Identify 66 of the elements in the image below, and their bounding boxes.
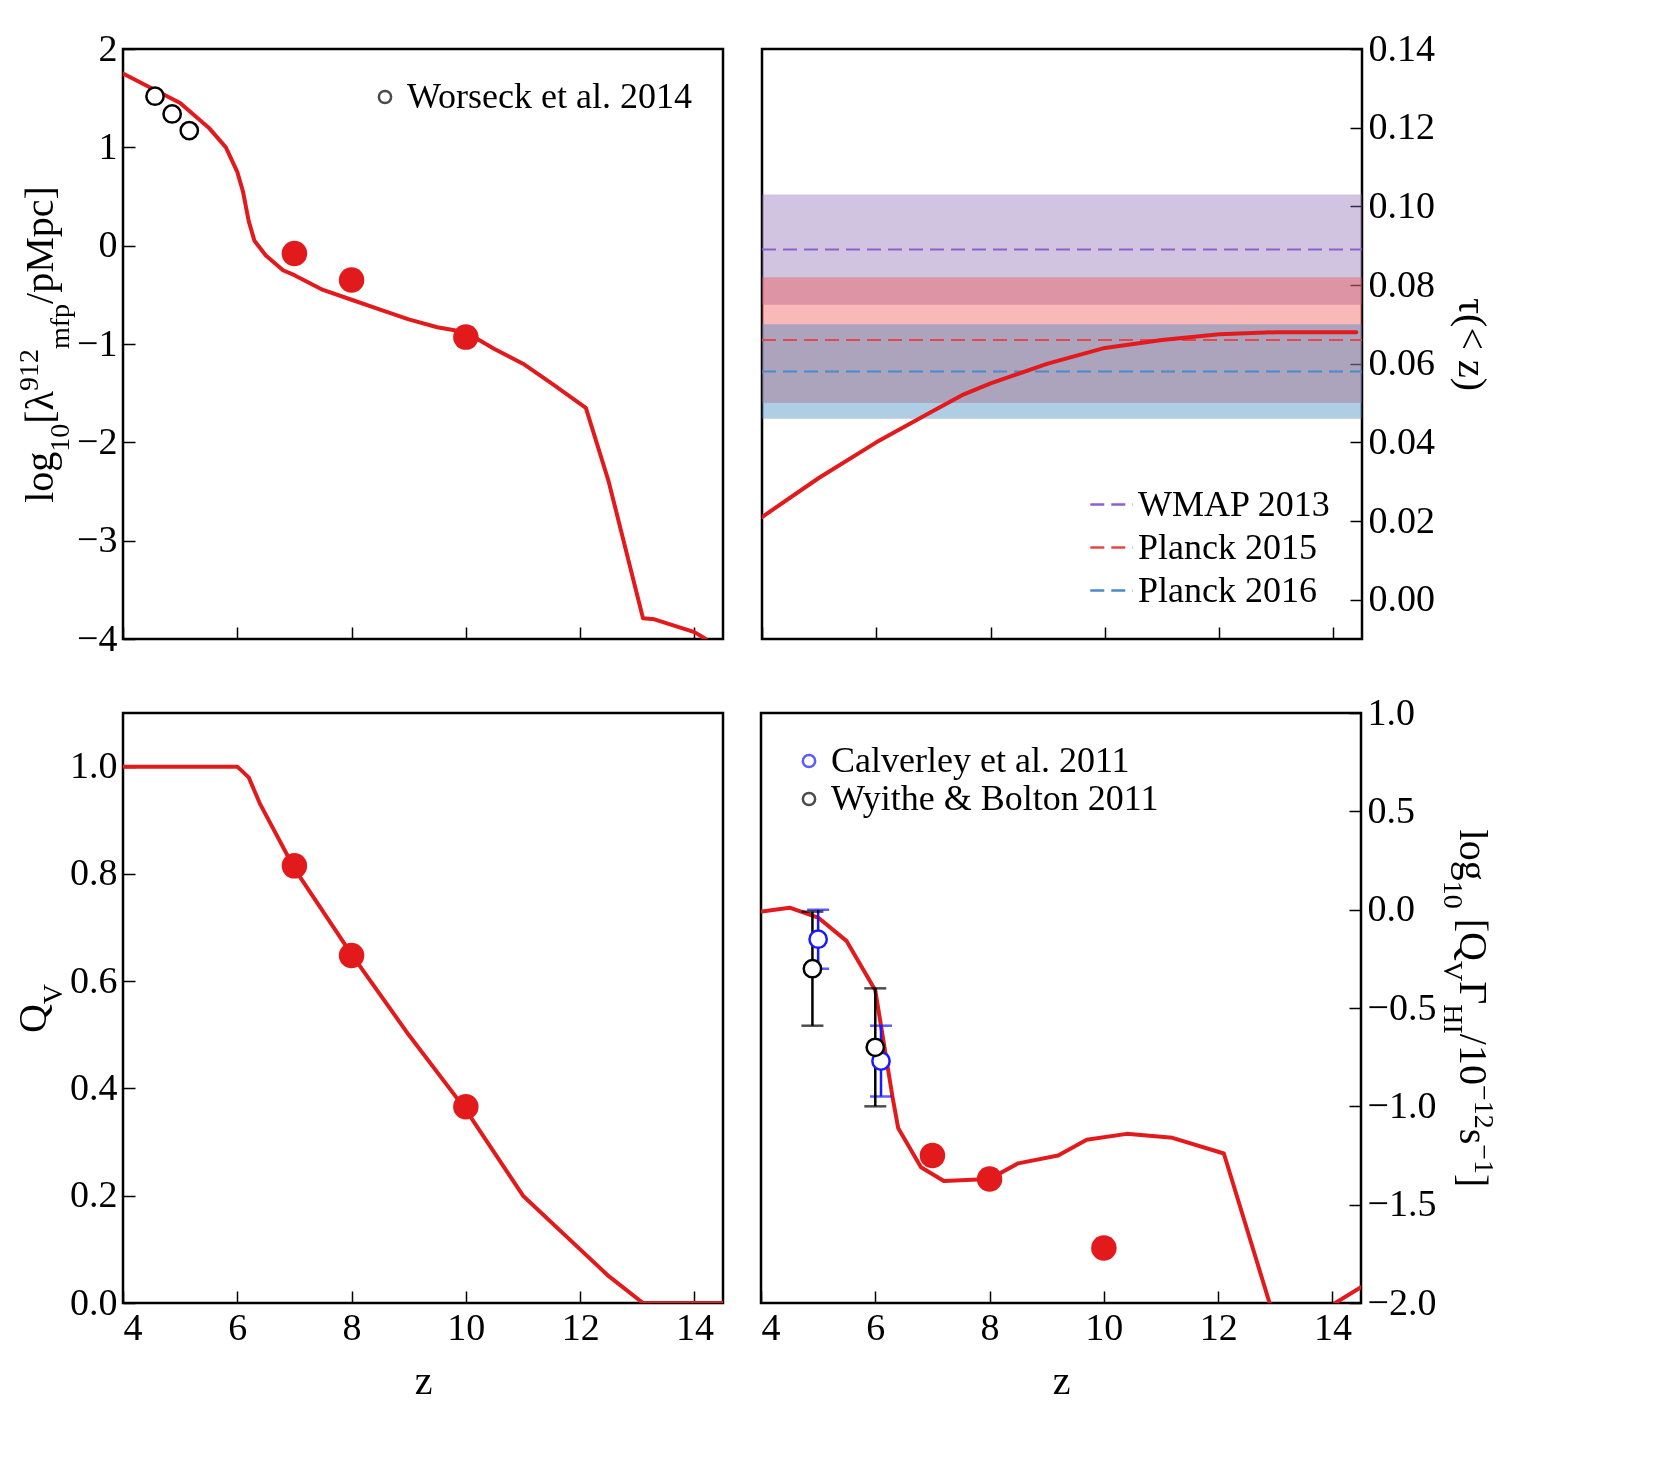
- y2-tick-label: 0.08: [1368, 262, 1435, 305]
- y2-tick-label: −2.0: [1367, 1280, 1437, 1323]
- y2-tick-label: 0.14: [1368, 26, 1435, 69]
- point: [919, 1142, 946, 1169]
- y2-tick-label: 0.12: [1368, 105, 1435, 148]
- x-tick-label: 10: [447, 1305, 486, 1348]
- x-tick-label: 8: [342, 1305, 362, 1348]
- y2-tick-label: −0.5: [1367, 985, 1437, 1028]
- point: [802, 958, 823, 979]
- y2-tick-label: 0.02: [1368, 498, 1435, 541]
- point: [281, 853, 308, 879]
- point: [453, 324, 479, 350]
- x-tick-label: 12: [561, 1305, 600, 1348]
- y-tick-label: −2: [77, 419, 118, 462]
- y2-tick-label: 0.00: [1368, 577, 1435, 620]
- x-tick-label: 4: [123, 1305, 143, 1348]
- legend-label: Calverley et al. 2011: [831, 740, 1130, 780]
- line-series: [123, 71, 708, 639]
- point: [1091, 1235, 1117, 1261]
- y-tick-label: −4: [77, 616, 118, 659]
- x-axis-title: z: [1052, 1357, 1071, 1403]
- y2-tick-label: 0.04: [1368, 419, 1435, 462]
- point: [179, 120, 200, 141]
- y2-tick-label: −1.5: [1367, 1182, 1437, 1225]
- x-tick-label: 12: [1199, 1305, 1238, 1348]
- y-tick-label: 1.0: [70, 744, 118, 787]
- point: [338, 942, 365, 969]
- y2-tick-label: 0.10: [1368, 183, 1435, 226]
- x-tick-label: 6: [228, 1305, 248, 1348]
- y-tick-label: 2: [98, 26, 118, 69]
- x-axis-title: z: [414, 1357, 433, 1403]
- point: [162, 104, 183, 124]
- y-tick-label: 1: [98, 124, 118, 167]
- legend-label: Planck 2015: [1138, 526, 1317, 567]
- line-series: [762, 330, 1359, 520]
- y2-tick-label: 1.0: [1367, 690, 1415, 733]
- point: [865, 1037, 886, 1058]
- y-tick-label: 0.8: [70, 851, 118, 894]
- y-tick-label: 0.2: [70, 1173, 118, 1216]
- x-tick-label: 14: [675, 1305, 714, 1348]
- x-tick-label: 10: [1085, 1305, 1124, 1348]
- point: [281, 240, 308, 267]
- point: [338, 267, 365, 293]
- legend-label: Worseck et al. 2014: [407, 76, 693, 116]
- x-tick-label: 6: [866, 1305, 886, 1348]
- y2-tick-label: 0.5: [1367, 788, 1415, 831]
- y2-tick-label: 0.06: [1368, 341, 1435, 384]
- y-tick-label: −1: [77, 321, 118, 364]
- legend-label: WMAP 2013: [1138, 483, 1330, 524]
- x-tick-label: 4: [761, 1305, 781, 1348]
- point: [808, 929, 829, 950]
- y-tick-label: 0.6: [70, 958, 118, 1001]
- y2-axis-title: τ(< z): [1450, 297, 1495, 392]
- y-tick-label: 0.0: [70, 1280, 118, 1323]
- line-series: [123, 764, 723, 1303]
- point: [453, 1093, 479, 1120]
- x-tick-label: 8: [980, 1305, 1000, 1348]
- legend-label: Planck 2016: [1138, 569, 1317, 610]
- y-tick-label: 0.4: [70, 1065, 118, 1108]
- y2-tick-label: −1.0: [1367, 1083, 1437, 1126]
- y-tick-label: 0: [98, 223, 118, 266]
- point: [145, 86, 165, 107]
- x-tick-label: 14: [1313, 1305, 1352, 1348]
- y-tick-label: −3: [77, 518, 118, 561]
- y2-tick-label: 0.0: [1367, 887, 1415, 930]
- point: [976, 1166, 1003, 1192]
